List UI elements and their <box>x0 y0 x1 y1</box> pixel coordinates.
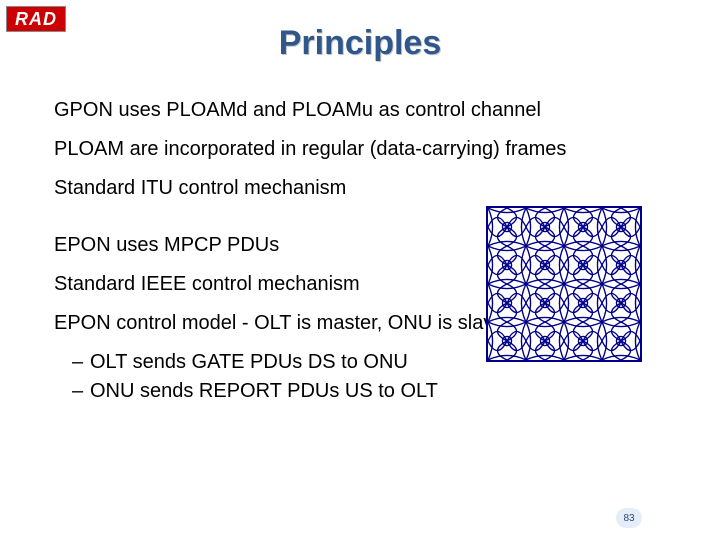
bullet-item: GPON uses PLOAMd and PLOAMu as control c… <box>54 98 666 123</box>
slide-title: Principles <box>0 24 720 63</box>
bullet-item: Standard ITU control mechanism <box>54 176 666 201</box>
page-number: 83 <box>616 508 642 528</box>
sub-bullet-item: ONU sends REPORT PDUs US to OLT <box>90 379 666 404</box>
decorative-pattern <box>486 206 642 362</box>
bullet-item: PLOAM are incorporated in regular (data-… <box>54 137 666 162</box>
